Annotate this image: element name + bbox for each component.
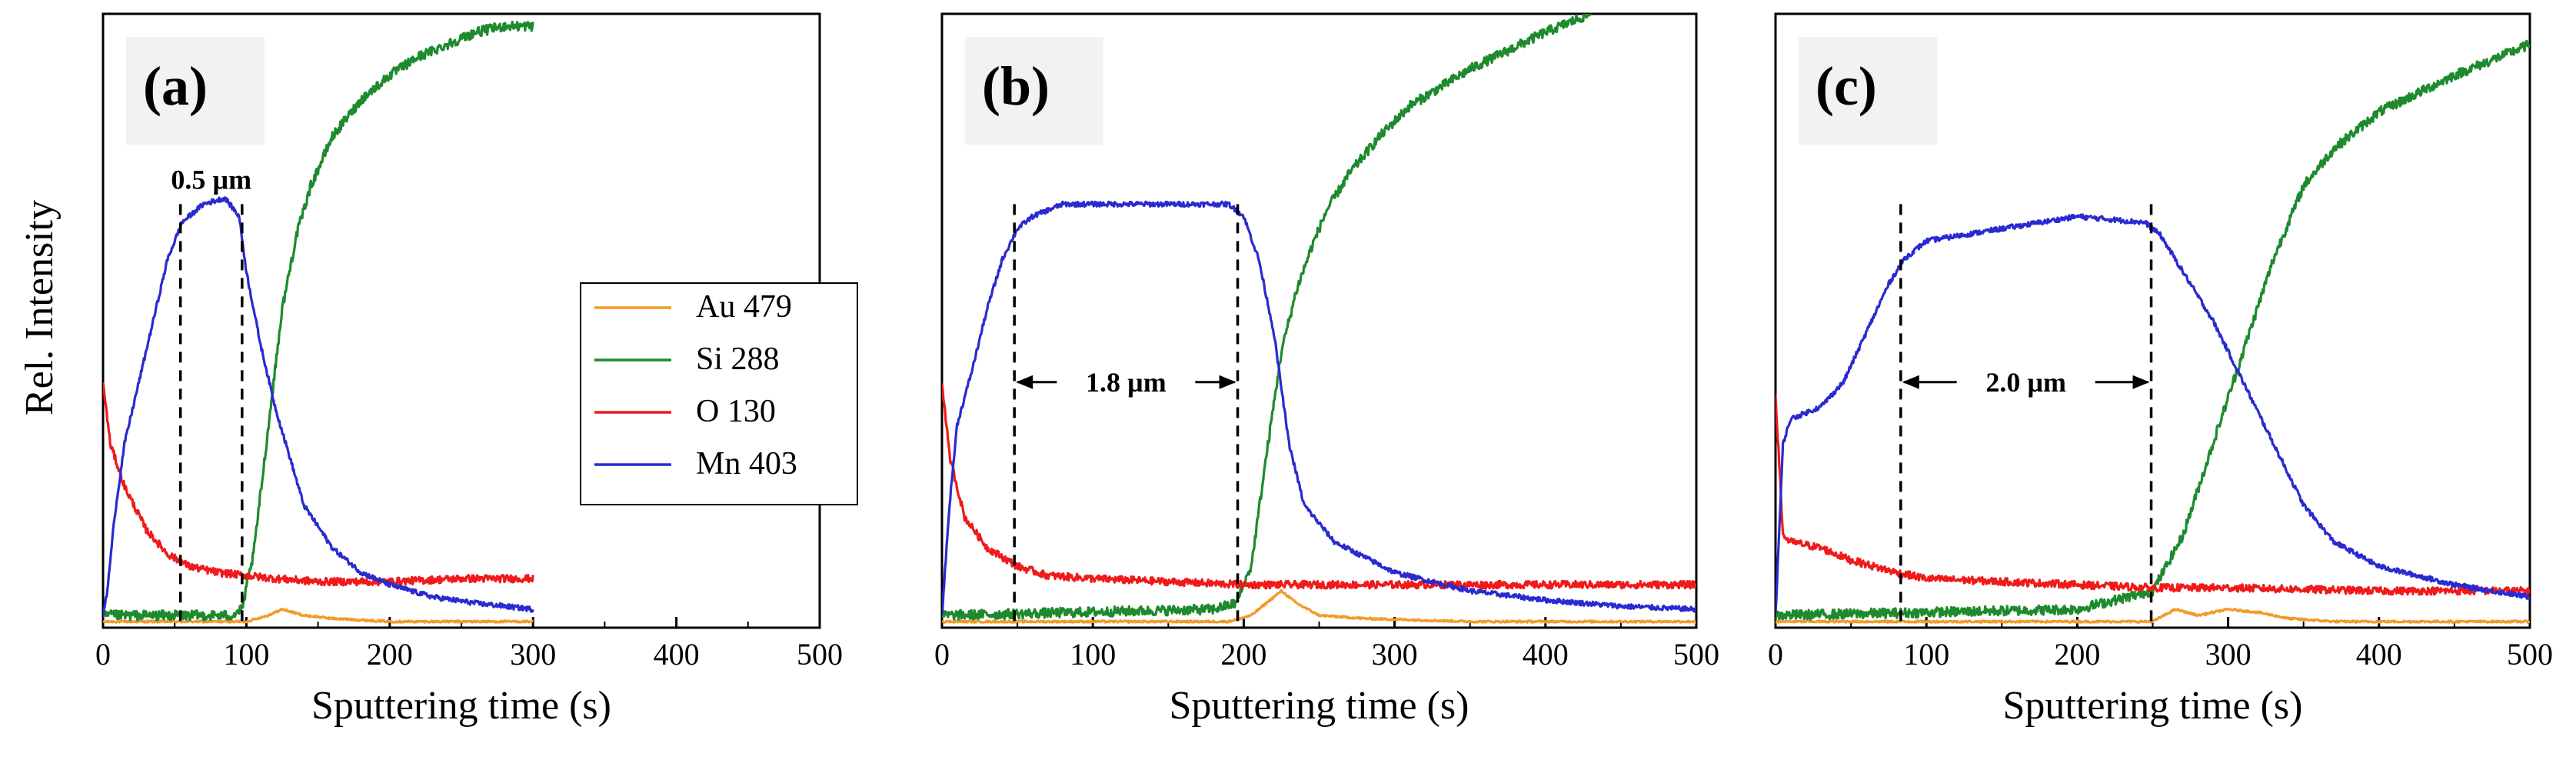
series-line-au-479 xyxy=(1776,607,2530,624)
annotation-label: 2.0 µm xyxy=(1985,367,2066,398)
legend-box xyxy=(580,282,858,505)
annotation-label: 1.8 µm xyxy=(1086,367,1167,398)
x-tick-label: 200 xyxy=(1220,637,1266,672)
x-axis-label: Sputtering time (s) xyxy=(1170,684,1469,728)
panel-label-background xyxy=(965,37,1103,145)
annotation-arrowhead xyxy=(2132,375,2150,389)
x-tick-label: 100 xyxy=(223,637,269,672)
y-axis-label: Rel. Intensity xyxy=(18,200,62,415)
legend-entry: Au 479 xyxy=(696,289,792,325)
panel-label: (b) xyxy=(982,55,1050,117)
x-tick-label: 500 xyxy=(1673,637,1719,672)
series-line-si-288 xyxy=(942,14,1592,622)
x-tick-label: 300 xyxy=(510,637,556,672)
annotation-arrowhead xyxy=(1219,375,1236,389)
series-line-si-288 xyxy=(1776,39,2530,622)
panel-label-background xyxy=(126,37,265,145)
x-tick-label: 500 xyxy=(797,637,843,672)
series-line-mn-403 xyxy=(942,200,1696,615)
x-tick-label: 400 xyxy=(1523,637,1569,672)
x-tick-label: 0 xyxy=(95,637,111,672)
x-tick-label: 0 xyxy=(1768,637,1783,672)
x-tick-label: 200 xyxy=(367,637,413,672)
series-line-au-479 xyxy=(103,608,534,624)
x-tick-label: 400 xyxy=(2356,637,2402,672)
panel-label-background xyxy=(1799,37,1937,145)
legend-entry: O 130 xyxy=(696,394,776,429)
series-line-mn-403 xyxy=(103,196,534,618)
annotation-arrowhead xyxy=(1016,375,1033,389)
x-tick-label: 300 xyxy=(2205,637,2252,672)
annotation-label: 0.5 µm xyxy=(171,164,251,195)
x-tick-label: 100 xyxy=(1903,637,1949,672)
x-axis-label: Sputtering time (s) xyxy=(2003,684,2303,728)
panel-label: (a) xyxy=(143,55,208,117)
x-tick-label: 500 xyxy=(2507,637,2553,672)
annotation-arrowhead xyxy=(1902,375,1919,389)
legend-entry: Si 288 xyxy=(696,342,780,377)
series-line-au-479 xyxy=(942,588,1696,624)
x-axis-label: Sputtering time (s) xyxy=(311,684,611,728)
series-line-o-130 xyxy=(103,382,534,587)
series-group xyxy=(942,14,1696,624)
x-tick-label: 0 xyxy=(934,637,950,672)
x-tick-label: 100 xyxy=(1070,637,1116,672)
series-line-o-130 xyxy=(942,383,1696,590)
legend-entry: Mn 403 xyxy=(696,446,797,482)
panel-label: (c) xyxy=(1816,55,1877,117)
series-line-si-288 xyxy=(103,20,534,622)
series-group xyxy=(103,20,534,624)
x-tick-label: 400 xyxy=(654,637,700,672)
x-tick-label: 300 xyxy=(1372,637,1418,672)
x-tick-label: 200 xyxy=(2054,637,2100,672)
